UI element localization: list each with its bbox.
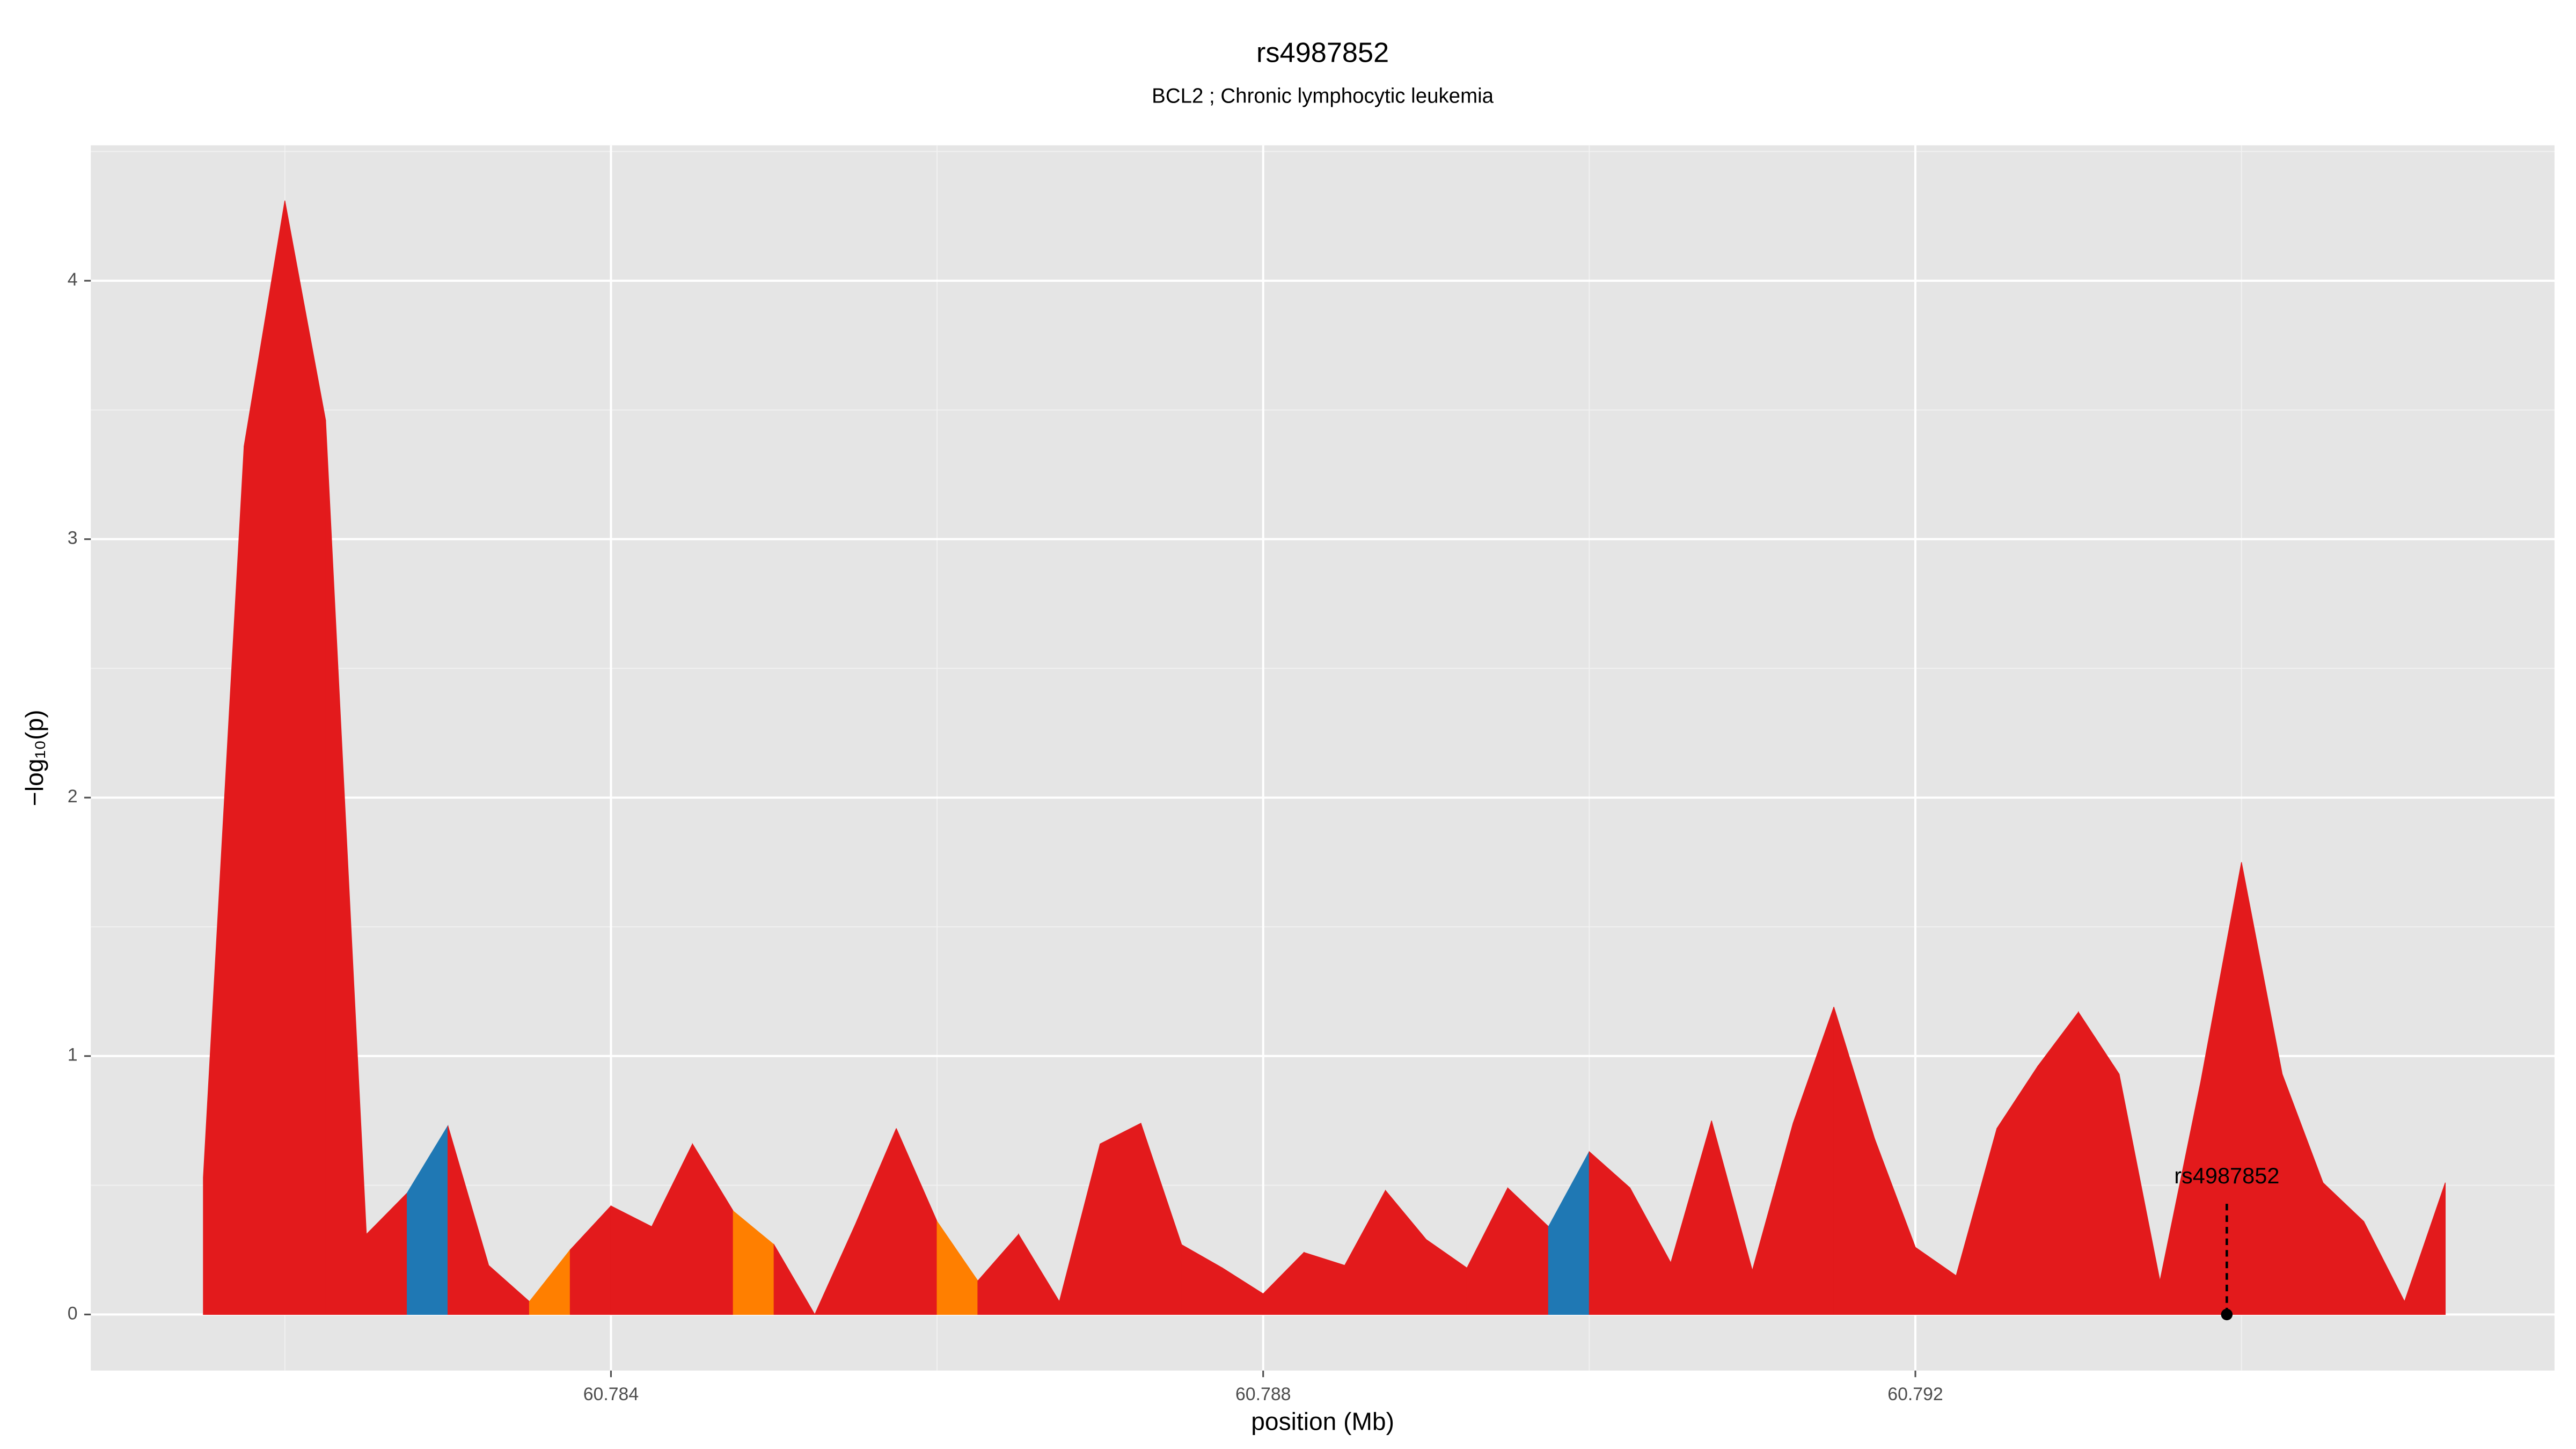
plot-background (91, 145, 2555, 1371)
y-tick-label: 1 (68, 1045, 78, 1065)
y-tick-label: 2 (68, 786, 78, 807)
annotation-label: rs4987852 (2174, 1163, 2279, 1188)
area-segment (1100, 1122, 1141, 1315)
x-tick-label: 60.788 (1235, 1384, 1291, 1404)
y-tick-label: 4 (68, 269, 78, 290)
y-tick-label: 3 (68, 528, 78, 548)
x-axis-label: position (Mb) (1251, 1407, 1394, 1435)
y-axis-label: −log₁₀(p) (20, 709, 48, 806)
x-tick-label: 60.792 (1887, 1384, 1943, 1404)
chart-subtitle: BCL2 ; Chronic lymphocytic leukemia (1152, 85, 1494, 108)
area-segment (773, 1243, 816, 1315)
y-tick-label: 0 (68, 1303, 78, 1323)
chart-title: rs4987852 (1256, 37, 1389, 68)
area-segment (2404, 1182, 2446, 1315)
annotation-point (2221, 1308, 2233, 1321)
x-tick-label: 60.784 (583, 1384, 639, 1404)
